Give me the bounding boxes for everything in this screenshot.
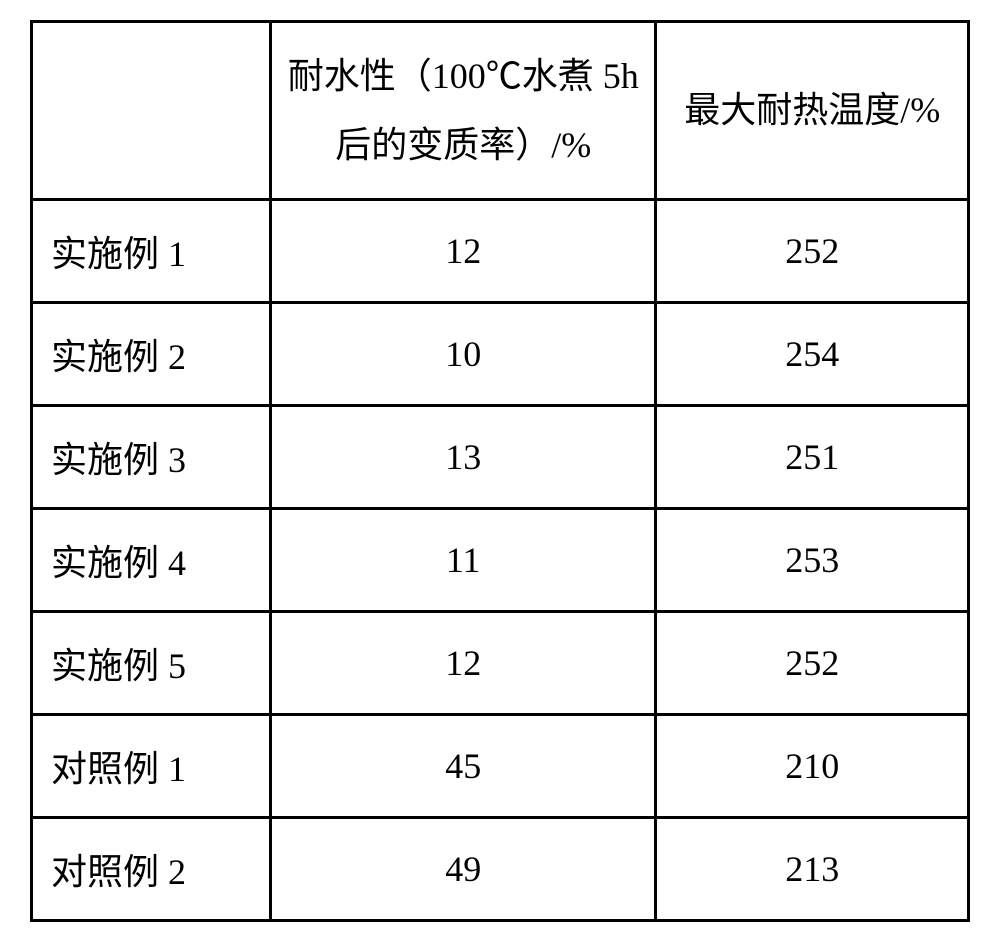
water-value: 12 (445, 231, 481, 271)
water-cell: 49 (270, 818, 655, 921)
heat-cell: 252 (656, 200, 969, 303)
table-header-row: 耐水性（100℃水煮 5h后的变质率）/% 最大耐热温度/% (32, 22, 969, 200)
heat-cell: 253 (656, 509, 969, 612)
water-cell: 13 (270, 406, 655, 509)
water-value: 49 (445, 849, 481, 889)
row-label: 对照例 1 (51, 749, 186, 789)
row-label: 对照例 2 (51, 852, 186, 892)
heat-value: 253 (785, 540, 839, 580)
row-label: 实施例 2 (51, 337, 186, 377)
row-label-cell: 实施例 1 (32, 200, 271, 303)
water-cell: 12 (270, 200, 655, 303)
data-table: 耐水性（100℃水煮 5h后的变质率）/% 最大耐热温度/% 实施例 1 12 … (30, 20, 970, 922)
header-cell-water: 耐水性（100℃水煮 5h后的变质率）/% (270, 22, 655, 200)
heat-value: 254 (785, 334, 839, 374)
row-label: 实施例 1 (51, 234, 186, 274)
heat-value: 252 (785, 643, 839, 683)
water-value: 45 (445, 746, 481, 786)
table-row: 实施例 1 12 252 (32, 200, 969, 303)
row-label: 实施例 3 (51, 440, 186, 480)
row-label-cell: 对照例 1 (32, 715, 271, 818)
row-label-cell: 实施例 5 (32, 612, 271, 715)
heat-cell: 252 (656, 612, 969, 715)
row-label: 实施例 4 (51, 543, 186, 583)
table-row: 实施例 5 12 252 (32, 612, 969, 715)
heat-cell: 254 (656, 303, 969, 406)
header-cell-blank (32, 22, 271, 200)
table-row: 实施例 3 13 251 (32, 406, 969, 509)
header-cell-heat: 最大耐热温度/% (656, 22, 969, 200)
water-cell: 10 (270, 303, 655, 406)
water-cell: 45 (270, 715, 655, 818)
water-cell: 11 (270, 509, 655, 612)
header-label: 最大耐热温度/% (657, 89, 967, 132)
table-row: 对照例 2 49 213 (32, 818, 969, 921)
heat-value: 213 (785, 849, 839, 889)
row-label-cell: 实施例 2 (32, 303, 271, 406)
water-value: 12 (445, 643, 481, 683)
table-container: 耐水性（100℃水煮 5h后的变质率）/% 最大耐热温度/% 实施例 1 12 … (0, 0, 1000, 949)
table-row: 对照例 1 45 210 (32, 715, 969, 818)
heat-value: 252 (785, 231, 839, 271)
water-value: 10 (445, 334, 481, 374)
row-label: 实施例 5 (51, 646, 186, 686)
header-label: 耐水性（100℃水煮 5h后的变质率）/% (272, 42, 654, 179)
row-label-cell: 实施例 4 (32, 509, 271, 612)
row-label-cell: 对照例 2 (32, 818, 271, 921)
table-row: 实施例 4 11 253 (32, 509, 969, 612)
table-body: 实施例 1 12 252 实施例 2 10 254 实施例 3 13 251 实… (32, 200, 969, 921)
water-value: 13 (445, 437, 481, 477)
water-value: 11 (446, 540, 481, 580)
water-cell: 12 (270, 612, 655, 715)
row-label-cell: 实施例 3 (32, 406, 271, 509)
table-row: 实施例 2 10 254 (32, 303, 969, 406)
heat-value: 251 (785, 437, 839, 477)
heat-cell: 210 (656, 715, 969, 818)
heat-cell: 251 (656, 406, 969, 509)
heat-value: 210 (785, 746, 839, 786)
heat-cell: 213 (656, 818, 969, 921)
